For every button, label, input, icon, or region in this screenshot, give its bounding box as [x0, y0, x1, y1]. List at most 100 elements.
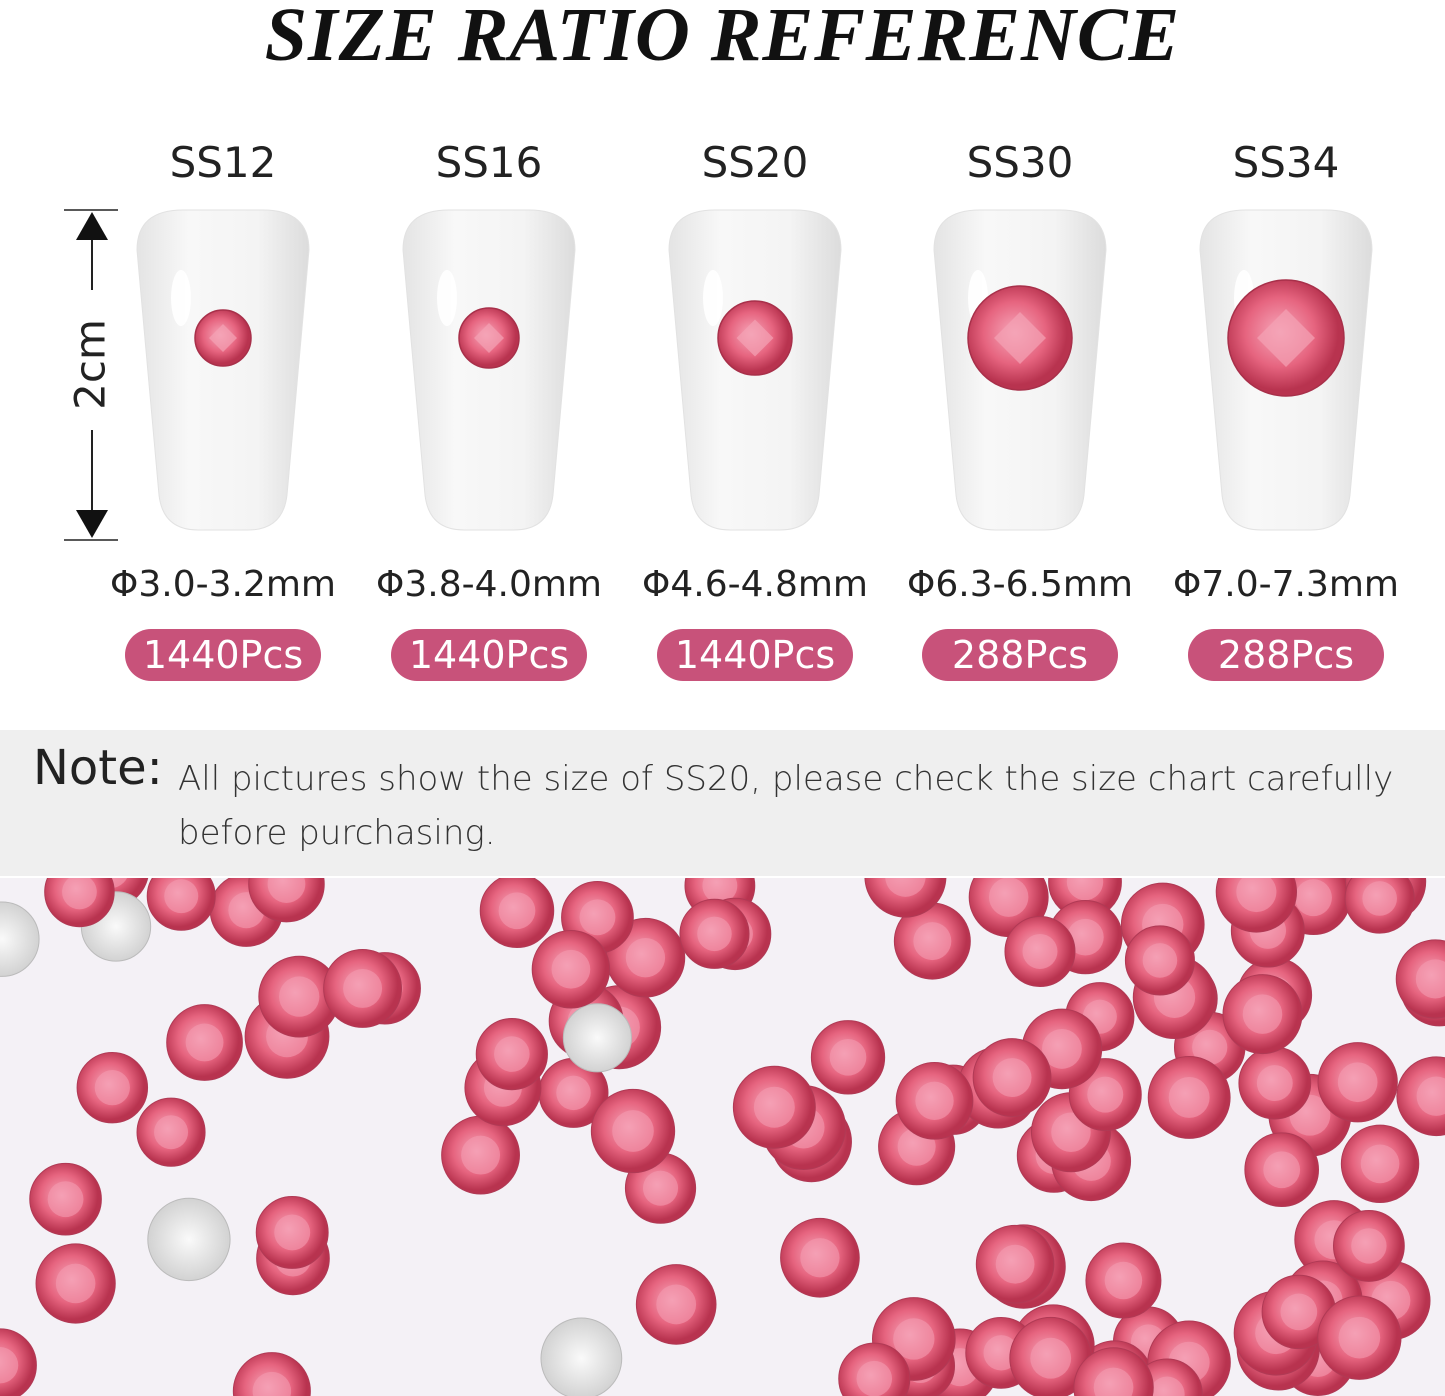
facet	[1338, 1316, 1381, 1359]
facet	[1416, 1076, 1445, 1116]
facet	[209, 324, 237, 352]
rhinestone-back	[562, 1003, 632, 1073]
facet	[1066, 878, 1104, 901]
arrow-head	[76, 212, 108, 240]
facet	[1256, 1065, 1293, 1102]
size-name: SS34	[1232, 138, 1340, 187]
facet	[1415, 959, 1445, 999]
facet	[274, 1214, 311, 1251]
nail-highlight	[437, 270, 457, 326]
facet	[1280, 1293, 1318, 1331]
size-diameter: Φ6.3-6.5mm	[907, 564, 1133, 605]
facet	[697, 916, 732, 952]
size-count: 1440Pcs	[657, 629, 853, 681]
facet	[992, 1058, 1032, 1097]
facet	[1030, 1337, 1072, 1379]
facet	[988, 878, 1029, 917]
facet	[62, 878, 97, 910]
size-diameter: Φ7.0-7.3mm	[1173, 564, 1399, 605]
facet	[1042, 1029, 1082, 1069]
facet	[913, 922, 952, 961]
size-chart	[64, 209, 1373, 541]
facet	[47, 1181, 84, 1218]
facet	[252, 1371, 292, 1396]
size-diameter: Φ3.0-3.2mm	[110, 564, 336, 605]
note-band	[0, 730, 1445, 876]
size-name: SS12	[169, 138, 277, 187]
product-photo	[0, 878, 1445, 1396]
scale-label: 2cm	[65, 319, 115, 410]
facet	[612, 1110, 654, 1152]
facet	[154, 1115, 189, 1150]
note-text: All pictures show the size of SS20, plea…	[178, 759, 1394, 853]
facet	[343, 968, 383, 1008]
facet	[885, 878, 926, 897]
facet	[1351, 1228, 1387, 1264]
facet	[625, 938, 666, 978]
facet	[474, 323, 504, 353]
size-diameter: Φ4.6-4.8mm	[642, 564, 868, 605]
facet	[1294, 879, 1332, 917]
title: SIZE RATIO REFERENCE	[264, 0, 1181, 77]
size-diameter: Φ3.8-4.0mm	[376, 564, 602, 605]
facet	[1362, 881, 1397, 916]
rhinestone-back	[147, 1197, 231, 1282]
facet	[995, 1244, 1035, 1284]
facet	[1087, 1076, 1124, 1113]
facet	[164, 879, 199, 914]
size-count: 288Pcs	[922, 629, 1118, 681]
facet	[1093, 1367, 1134, 1396]
facet	[0, 1347, 19, 1384]
facet	[736, 319, 774, 357]
facet	[1360, 1144, 1400, 1184]
facet	[1337, 1062, 1378, 1103]
facet	[1051, 1112, 1091, 1153]
size-name: SS16	[435, 138, 543, 187]
rhinestone-back	[0, 901, 40, 977]
facet	[556, 1075, 591, 1111]
size-count: 1440Pcs	[125, 629, 321, 681]
rhinestone	[864, 878, 947, 918]
nail	[402, 209, 576, 531]
facet	[656, 1284, 697, 1325]
facet	[461, 1135, 501, 1175]
nail-highlight	[703, 270, 723, 326]
facet	[55, 1263, 96, 1304]
facet	[1168, 1076, 1210, 1118]
facet	[1257, 309, 1315, 367]
size-count: 288Pcs	[1188, 629, 1384, 681]
size-name: SS20	[701, 138, 809, 187]
facet	[702, 878, 738, 904]
facet	[1149, 1376, 1185, 1396]
facet	[1142, 943, 1178, 978]
facet	[267, 878, 306, 903]
facet	[494, 1036, 530, 1072]
facet	[551, 949, 591, 989]
facet	[1192, 1029, 1228, 1066]
facet	[1242, 994, 1283, 1034]
nail	[136, 209, 310, 531]
facet	[800, 1238, 840, 1278]
facet	[642, 1170, 679, 1206]
facet	[498, 892, 536, 930]
facet	[856, 1360, 893, 1396]
facet	[1022, 933, 1058, 969]
facet	[579, 899, 616, 936]
size-name: SS30	[966, 138, 1074, 187]
facet	[753, 1086, 795, 1128]
facet	[279, 976, 320, 1017]
rhinestone-back	[540, 1317, 623, 1396]
size-count: 1440Pcs	[391, 629, 587, 681]
facet	[994, 312, 1046, 364]
facet	[1236, 878, 1277, 913]
facet	[1263, 1151, 1301, 1189]
facet	[829, 1038, 867, 1076]
facet	[1104, 1261, 1143, 1300]
arrow-head	[76, 510, 108, 538]
facet	[893, 1318, 935, 1360]
facet	[1067, 918, 1104, 956]
nail-highlight	[171, 270, 191, 326]
note-label: Note:	[33, 740, 163, 796]
facet	[185, 1023, 224, 1062]
facet	[94, 1070, 130, 1106]
